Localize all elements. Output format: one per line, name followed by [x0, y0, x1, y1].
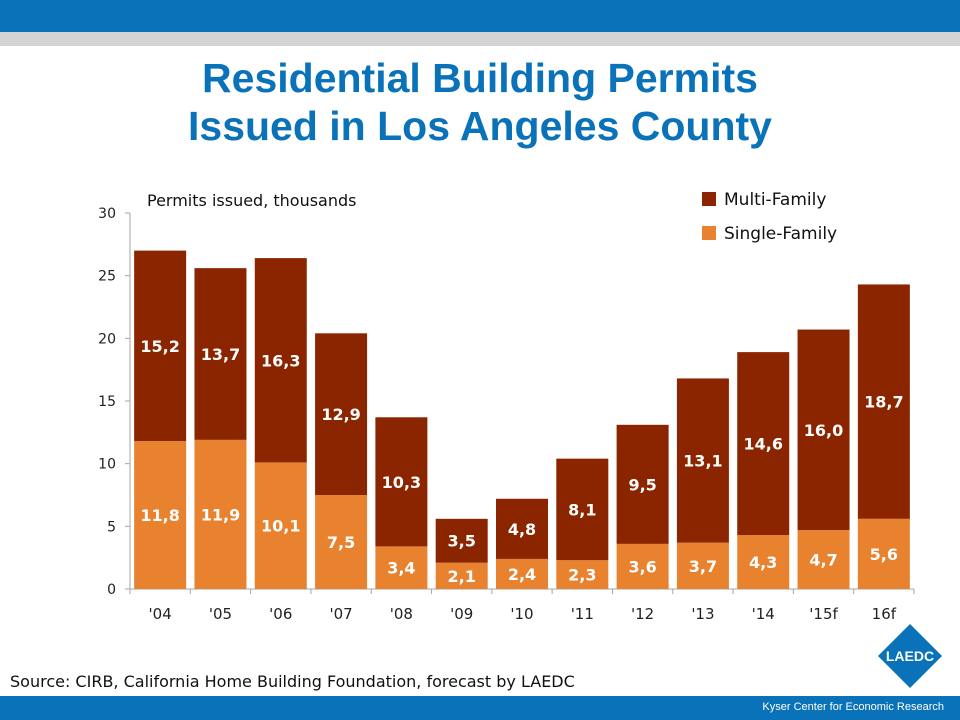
x-tick-label: '12: [631, 605, 654, 623]
data-label-single-family: 5,6: [870, 545, 898, 564]
bar-multi-family: [194, 268, 247, 440]
bar-single-family: [134, 441, 187, 589]
top-banner: [0, 0, 960, 32]
data-label-multi-family: 3,5: [448, 532, 476, 551]
bar-single-family: [797, 530, 850, 589]
legend-swatch: [702, 226, 716, 240]
bar-single-family: [375, 546, 428, 589]
bar-multi-family: [254, 258, 307, 463]
bar-single-family: [857, 518, 910, 589]
y-tick-label: 15: [98, 394, 116, 410]
data-label-single-family: 4,3: [749, 553, 777, 572]
data-label-multi-family: 4,8: [508, 520, 536, 539]
x-tick-label: '06: [269, 605, 292, 623]
x-tick-label: '04: [149, 605, 172, 623]
x-tick-label: '11: [571, 605, 594, 623]
data-label-single-family: 7,5: [327, 533, 355, 552]
y-tick-label: 5: [107, 519, 116, 535]
bar-single-family: [616, 543, 669, 589]
y-tick-label: 0: [107, 582, 116, 598]
bar-multi-family: [134, 250, 187, 442]
title-line-1: Residential Building Permits: [202, 55, 758, 101]
logo-text: LAEDC: [886, 648, 934, 664]
data-label-single-family: 2,1: [448, 567, 476, 586]
data-label-single-family: 3,6: [628, 557, 656, 576]
data-label-multi-family: 16,3: [261, 351, 300, 370]
x-tick-label: '05: [209, 605, 232, 623]
data-label-multi-family: 15,2: [140, 337, 179, 356]
data-label-single-family: 3,4: [387, 559, 415, 578]
x-tick-label: '08: [390, 605, 413, 623]
data-label-multi-family: 16,0: [804, 421, 843, 440]
source-note: Source: CIRB, California Home Building F…: [10, 672, 575, 691]
x-tick-label: '13: [691, 605, 714, 623]
bar-single-family: [556, 560, 609, 589]
data-label-single-family: 11,9: [201, 505, 240, 524]
bar-single-family: [496, 558, 548, 589]
footer-org: Kyser Center for Economic Research: [762, 701, 944, 713]
data-label-multi-family: 14,6: [743, 435, 782, 454]
legend-swatch: [702, 192, 716, 206]
title-line-2: Issued in Los Angeles County: [188, 103, 772, 149]
x-tick-label: '14: [752, 605, 775, 623]
data-label-single-family: 4,7: [809, 551, 837, 570]
bar-single-family: [194, 439, 247, 589]
data-label-multi-family: 12,9: [321, 405, 360, 424]
bar-multi-family: [737, 352, 790, 536]
bar-single-family: [254, 462, 307, 589]
bar-single-family: [737, 535, 790, 589]
bottom-banner: [0, 696, 960, 720]
y-tick-label: 25: [98, 269, 116, 285]
top-stripe: [0, 32, 960, 46]
bar-multi-family: [616, 424, 669, 544]
x-tick-label: '09: [450, 605, 473, 623]
units-annotation: Permits issued, thousands: [147, 191, 357, 210]
data-label-multi-family: 18,7: [864, 393, 903, 412]
stacked-bar-chart: 0 5 10 15 20 25 30 11,8 15,2 '04 11,9 13,7 '05 10,1 16…: [98, 190, 915, 623]
x-tick-label: 16f: [872, 605, 897, 623]
bar-single-family: [676, 542, 729, 589]
data-label-multi-family: 10,3: [382, 473, 421, 492]
x-tick-label: '10: [510, 605, 533, 623]
bar-single-family: [315, 495, 368, 589]
data-label-multi-family: 9,5: [628, 475, 656, 494]
y-tick-label: 20: [98, 331, 116, 347]
data-label-single-family: 10,1: [261, 517, 300, 536]
bar-multi-family: [676, 378, 729, 543]
x-tick-label: '07: [329, 605, 352, 623]
bar-multi-family: [435, 518, 488, 563]
chart-title: Residential Building Permits Issued in L…: [0, 54, 960, 150]
y-tick-label: 10: [98, 457, 116, 473]
y-tick-label: 30: [98, 206, 116, 222]
data-label-single-family: 2,4: [508, 565, 536, 584]
bar-multi-family: [496, 498, 548, 559]
bar-multi-family: [375, 417, 428, 547]
bar-multi-family: [315, 333, 368, 495]
data-label-single-family: 3,7: [689, 557, 717, 576]
bar-multi-family: [797, 329, 850, 531]
bar-multi-family: [556, 458, 609, 561]
data-label-single-family: 11,8: [140, 506, 179, 525]
data-label-single-family: 2,3: [568, 566, 596, 585]
data-label-multi-family: 8,1: [568, 500, 596, 519]
laedc-logo: LAEDC: [878, 624, 942, 688]
data-label-multi-family: 13,7: [201, 345, 240, 364]
x-tick-label: '15f: [809, 605, 838, 623]
legend-label: Single-Family: [724, 224, 837, 244]
bar-single-family: [435, 562, 488, 589]
data-label-multi-family: 13,1: [683, 452, 722, 471]
legend-label: Multi-Family: [724, 190, 826, 210]
bar-multi-family: [857, 284, 910, 519]
